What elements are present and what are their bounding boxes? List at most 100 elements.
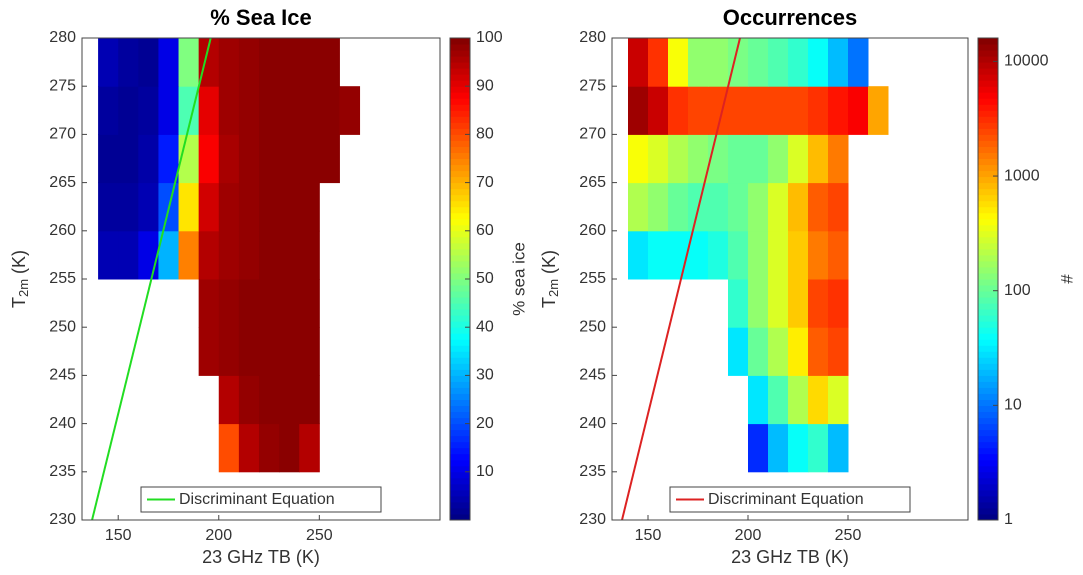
colorbar-segment bbox=[978, 381, 998, 388]
heatmap-cell bbox=[668, 38, 689, 87]
colorbar-segment bbox=[978, 134, 998, 141]
colorbar-segment bbox=[978, 513, 998, 521]
colorbar-segment bbox=[978, 291, 998, 298]
y-axis-label-main: T bbox=[539, 297, 559, 308]
heatmap-cell bbox=[118, 134, 139, 184]
heatmap-cell bbox=[628, 230, 649, 280]
colorbar-segment bbox=[978, 453, 998, 461]
colorbar-segment bbox=[978, 483, 998, 491]
y-tick-label: 270 bbox=[579, 126, 606, 143]
colorbar-segment bbox=[450, 321, 470, 328]
colorbar-segment bbox=[450, 459, 470, 467]
heatmap-cell bbox=[648, 38, 669, 87]
heatmap-cell bbox=[708, 182, 729, 232]
heatmap-cell bbox=[768, 182, 789, 232]
x-tick-label: 150 bbox=[635, 527, 662, 544]
heatmap-cell bbox=[158, 230, 180, 280]
colorbar-segment bbox=[978, 345, 998, 352]
heatmap-cell bbox=[808, 38, 829, 87]
colorbar-segment bbox=[978, 56, 998, 63]
heatmap-cell bbox=[688, 38, 709, 87]
colorbar-segment bbox=[978, 411, 998, 419]
colorbar-segment bbox=[450, 242, 470, 250]
heatmap-cell bbox=[768, 230, 789, 280]
heatmap-cell bbox=[279, 375, 300, 425]
x-tick-label: 200 bbox=[735, 527, 762, 544]
y-tick-label: 260 bbox=[579, 222, 606, 239]
y-tick-label: 280 bbox=[49, 29, 76, 46]
colorbar-segment bbox=[978, 303, 998, 310]
heatmap-cell bbox=[118, 182, 139, 232]
colorbar-segment bbox=[450, 170, 470, 178]
heatmap-cell bbox=[828, 134, 849, 184]
heatmap-cell bbox=[258, 327, 280, 376]
colorbar-segment bbox=[978, 315, 998, 322]
heatmap-cell bbox=[808, 230, 829, 280]
colorbar-segment bbox=[450, 92, 470, 99]
colorbar-segment bbox=[978, 188, 998, 196]
colorbar-segment bbox=[978, 369, 998, 376]
colorbar-segment bbox=[450, 417, 470, 425]
legend-label: Discriminant Equation bbox=[708, 491, 864, 508]
colorbar-segment bbox=[450, 357, 470, 364]
heatmap-cell bbox=[258, 182, 280, 232]
colorbar-segment bbox=[978, 62, 998, 69]
colorbar-segment bbox=[450, 405, 470, 413]
legend-label: Discriminant Equation bbox=[179, 491, 335, 508]
y-axis-label-sub: 2m bbox=[546, 279, 561, 297]
colorbar-segment bbox=[450, 381, 470, 388]
colorbar-segment bbox=[978, 224, 998, 232]
y-tick-label: 250 bbox=[579, 318, 606, 335]
colorbar-tick-label: 30 bbox=[476, 367, 494, 384]
colorbar-segment bbox=[450, 44, 470, 51]
colorbar-segment bbox=[450, 327, 470, 334]
colorbar-segment bbox=[978, 170, 998, 178]
colorbar-segment bbox=[978, 206, 998, 214]
heatmap-cell bbox=[178, 230, 200, 280]
heatmap-cell bbox=[238, 134, 260, 184]
colorbar-segment bbox=[450, 272, 470, 280]
heatmap-cell bbox=[788, 38, 809, 87]
colorbar-segment bbox=[450, 152, 470, 159]
heatmap-cell bbox=[748, 230, 769, 280]
colorbar-segment bbox=[978, 260, 998, 268]
colorbar-segment bbox=[450, 182, 470, 190]
colorbar-segment bbox=[978, 146, 998, 153]
colorbar-segment bbox=[450, 68, 470, 75]
heatmap-cell bbox=[728, 38, 749, 87]
heatmap-cell bbox=[628, 86, 649, 135]
colorbar-segment bbox=[450, 423, 470, 431]
colorbar-segment bbox=[450, 441, 470, 449]
heatmap-cell bbox=[279, 327, 300, 376]
y-axis-label-sub: 2m bbox=[16, 279, 31, 297]
colorbar-segment bbox=[450, 230, 470, 238]
colorbar-label: # bbox=[1057, 274, 1076, 284]
heatmap-cell bbox=[828, 86, 849, 135]
colorbar-tick-label: 40 bbox=[476, 318, 494, 335]
colorbar-segment bbox=[978, 465, 998, 473]
colorbar-segment bbox=[978, 507, 998, 515]
colorbar-label: % sea ice bbox=[509, 242, 528, 316]
colorbar-segment bbox=[978, 471, 998, 479]
heatmap-cell bbox=[218, 86, 240, 135]
heatmap-cell bbox=[238, 230, 260, 280]
colorbar-segment bbox=[978, 122, 998, 129]
colorbar-segment bbox=[978, 429, 998, 437]
colorbar-tick-label: 1000 bbox=[1004, 167, 1040, 184]
y-tick-label: 255 bbox=[579, 270, 606, 287]
colorbar-segment bbox=[450, 285, 470, 292]
y-tick-label: 240 bbox=[49, 415, 76, 432]
heatmap-cell bbox=[808, 86, 829, 135]
y-axis-label: T2m (K) bbox=[9, 250, 32, 308]
colorbar-segment bbox=[450, 206, 470, 214]
y-axis-label-main: T bbox=[9, 297, 29, 308]
heatmap-cell bbox=[279, 182, 300, 232]
colorbar-segment bbox=[978, 218, 998, 226]
colorbar-tick-label: 10 bbox=[1004, 397, 1022, 414]
colorbar-segment bbox=[978, 297, 998, 304]
heatmap-cell bbox=[728, 327, 749, 376]
heatmap-cell bbox=[198, 182, 220, 232]
heatmap-cell bbox=[688, 134, 709, 184]
colorbar-segment bbox=[450, 212, 470, 220]
colorbar-segment bbox=[450, 194, 470, 202]
